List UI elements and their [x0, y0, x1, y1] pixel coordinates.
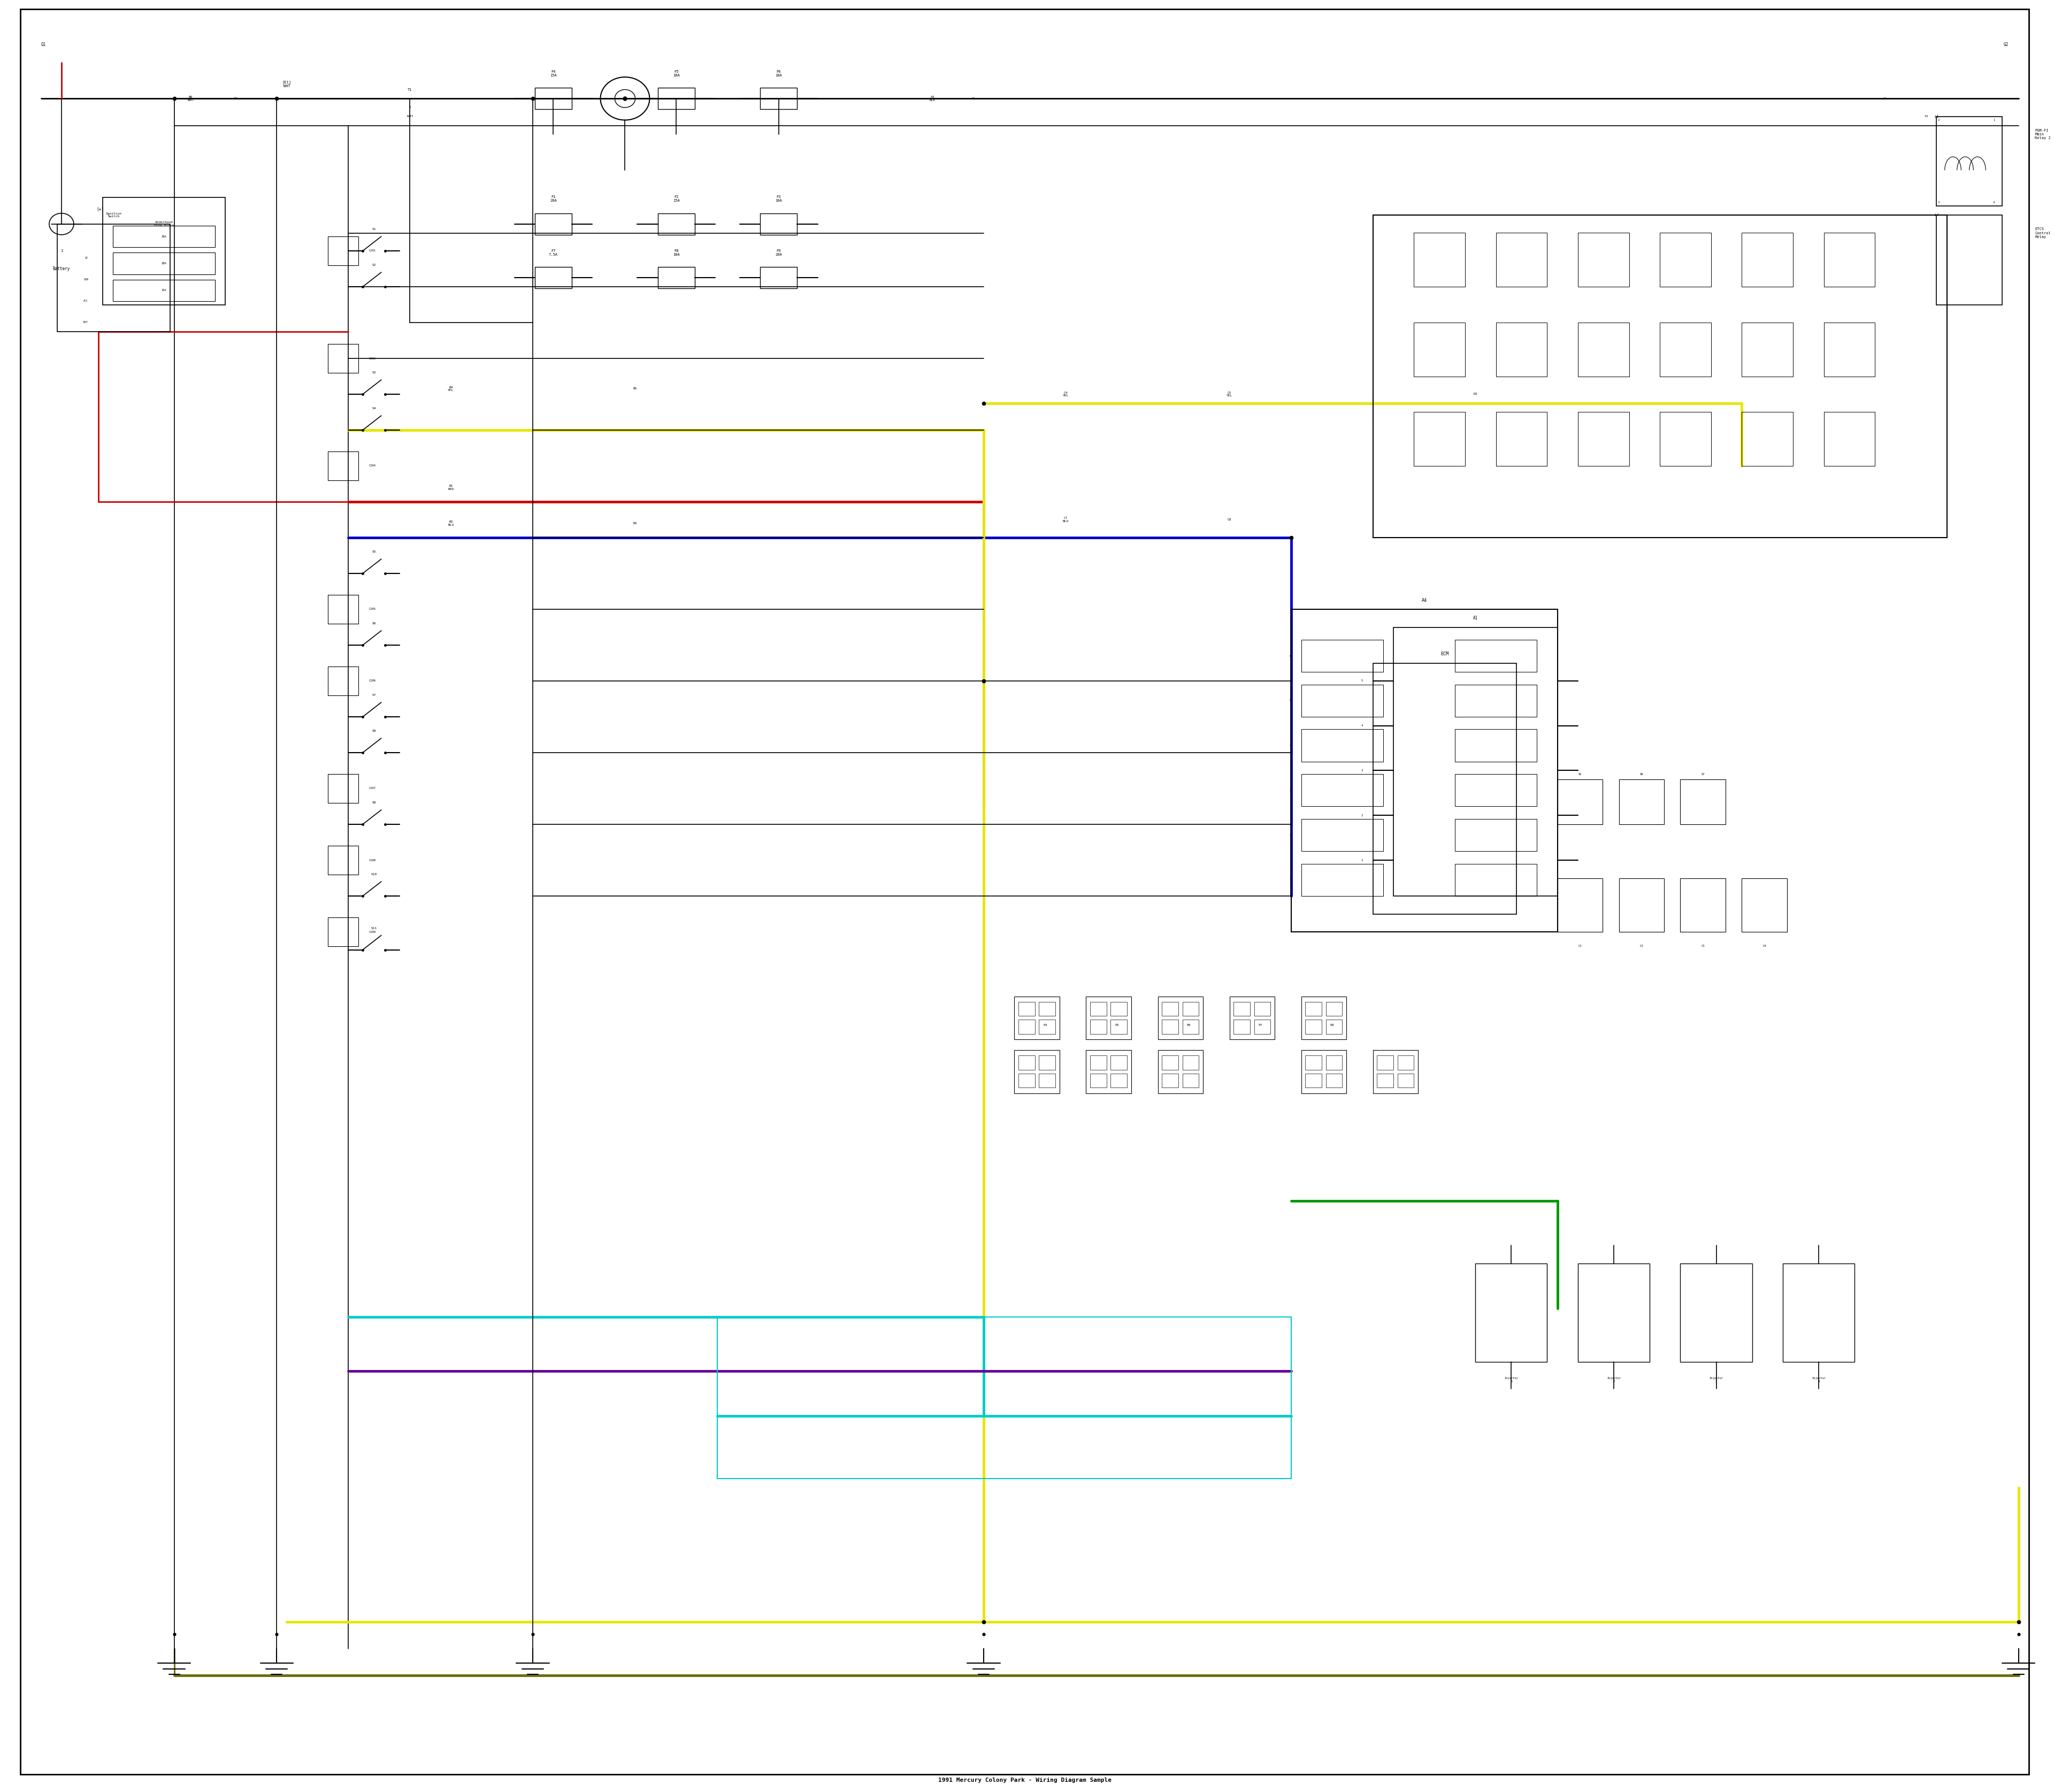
- Text: A3
BLK: A3 BLK: [928, 95, 935, 102]
- Text: F5
10A: F5 10A: [674, 70, 680, 77]
- Bar: [1234, 1020, 1251, 1034]
- Text: 20A: 20A: [162, 262, 166, 265]
- Bar: [1091, 1073, 1107, 1088]
- Text: 1991 Mercury Colony Park - Wiring Diagram Sample: 1991 Mercury Colony Park - Wiring Diagra…: [939, 1778, 1111, 1783]
- Bar: [329, 344, 359, 373]
- Text: C2: C2: [1639, 944, 1643, 948]
- Text: B5: B5: [633, 387, 637, 391]
- Text: B4
YEL: B4 YEL: [448, 385, 454, 392]
- Bar: [1163, 1002, 1179, 1016]
- Text: B3: B3: [633, 521, 637, 525]
- Bar: [1742, 323, 1793, 376]
- Text: C8: C8: [1228, 518, 1232, 521]
- Bar: [1454, 729, 1536, 762]
- Bar: [534, 88, 571, 109]
- Bar: [1495, 412, 1547, 466]
- Text: G2: G2: [2003, 43, 2009, 47]
- Bar: [1937, 116, 2003, 206]
- Bar: [1660, 323, 1711, 376]
- Bar: [1230, 996, 1276, 1039]
- Bar: [1255, 1020, 1271, 1034]
- Text: Ignition
Switch: Ignition Switch: [105, 211, 121, 219]
- Bar: [1372, 215, 1947, 538]
- Bar: [1015, 1050, 1060, 1093]
- Bar: [1454, 685, 1536, 717]
- Text: C3: C3: [1701, 944, 1705, 948]
- Bar: [1454, 774, 1536, 806]
- Bar: [1163, 1073, 1179, 1088]
- Text: S8: S8: [372, 729, 376, 733]
- Text: P8: P8: [1331, 1023, 1333, 1027]
- Bar: [1376, 1055, 1393, 1070]
- Bar: [103, 197, 226, 305]
- Bar: [1234, 1002, 1251, 1016]
- Bar: [1183, 1055, 1200, 1070]
- Bar: [1255, 1002, 1271, 1016]
- Text: Y1: Y1: [1884, 97, 1888, 100]
- Text: PGM-FI
Main
Relay 2: PGM-FI Main Relay 2: [2036, 129, 2050, 140]
- Bar: [1454, 864, 1536, 896]
- Text: C202: C202: [370, 357, 376, 360]
- Text: C201: C201: [370, 249, 376, 253]
- Bar: [1302, 640, 1382, 672]
- Text: C5
YEL: C5 YEL: [1226, 391, 1232, 398]
- Bar: [1397, 1073, 1413, 1088]
- Bar: [1158, 996, 1204, 1039]
- Text: 15A: 15A: [162, 289, 166, 292]
- Text: [E1]
WHT: [E1] WHT: [281, 81, 292, 88]
- Bar: [1742, 233, 1793, 287]
- Bar: [1325, 1073, 1341, 1088]
- Bar: [1413, 323, 1465, 376]
- Text: F9
20A: F9 20A: [774, 249, 783, 256]
- Bar: [1413, 233, 1465, 287]
- Bar: [1475, 1263, 1547, 1362]
- Text: T1: T1: [407, 88, 413, 91]
- Text: C1: C1: [1577, 944, 1582, 948]
- Bar: [1325, 1055, 1341, 1070]
- Text: G1: G1: [41, 43, 45, 47]
- Text: C4: C4: [1762, 944, 1766, 948]
- Bar: [1039, 1020, 1056, 1034]
- Text: Injector
1: Injector 1: [1504, 1376, 1518, 1383]
- Text: S3: S3: [372, 371, 376, 375]
- Bar: [657, 213, 694, 235]
- Text: 1: 1: [60, 249, 62, 253]
- Bar: [1091, 1055, 1107, 1070]
- Text: S5: S5: [372, 550, 376, 554]
- Text: IGN: IGN: [84, 278, 88, 281]
- Text: C204: C204: [370, 464, 376, 468]
- Text: B1
RED: B1 RED: [448, 484, 454, 491]
- Bar: [657, 88, 694, 109]
- Bar: [1292, 609, 1557, 932]
- Bar: [1019, 1020, 1035, 1034]
- Bar: [657, 267, 694, 289]
- Bar: [1111, 1020, 1128, 1034]
- Bar: [1454, 819, 1536, 851]
- Bar: [1302, 996, 1345, 1039]
- Bar: [717, 1317, 1292, 1478]
- Text: C205: C205: [370, 607, 376, 611]
- Bar: [329, 918, 359, 946]
- Bar: [329, 452, 359, 480]
- Text: F6
10A: F6 10A: [774, 70, 783, 77]
- Text: S7: S7: [372, 694, 376, 697]
- Bar: [1742, 878, 1787, 932]
- Text: S4: S4: [372, 407, 376, 410]
- Bar: [760, 267, 797, 289]
- Bar: [113, 280, 216, 301]
- Text: Injector
2: Injector 2: [1606, 1376, 1621, 1383]
- Text: F7
7.5A: F7 7.5A: [548, 249, 559, 256]
- Bar: [1577, 1263, 1649, 1362]
- Text: P5: P5: [1115, 1023, 1119, 1027]
- Bar: [1302, 685, 1382, 717]
- Text: B7: B7: [234, 97, 238, 100]
- Bar: [1619, 780, 1664, 824]
- Text: P4: P4: [1043, 1023, 1048, 1027]
- Bar: [1577, 323, 1629, 376]
- Bar: [1163, 1020, 1179, 1034]
- Bar: [760, 88, 797, 109]
- Bar: [1091, 1002, 1107, 1016]
- Bar: [1680, 878, 1725, 932]
- Bar: [1302, 729, 1382, 762]
- Bar: [1111, 1073, 1128, 1088]
